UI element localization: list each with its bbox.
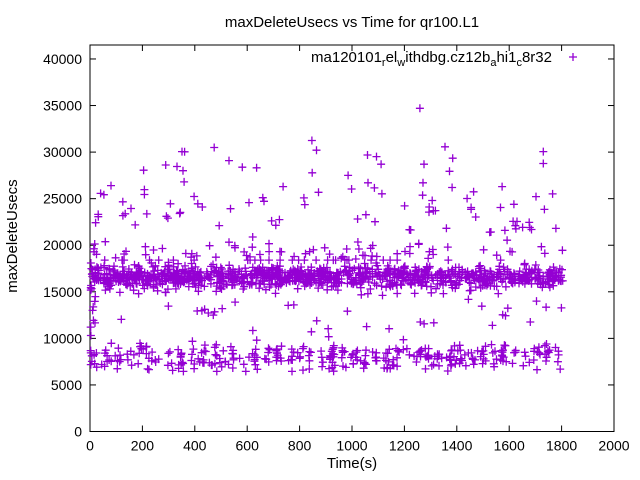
x-tick-label: 200 [131, 438, 155, 454]
tick-labels: 0 200 400 600 800 1000 1200 1400 1600 1800 2000050… [43, 51, 630, 454]
y-tick-label: 35000 [43, 98, 82, 114]
legend-subscript: w [396, 57, 405, 69]
x-tick-label: 2000 [598, 438, 629, 454]
plot-border [89, 44, 615, 432]
legend-subscript: r [382, 57, 386, 69]
x-tick-label: 0 [86, 438, 94, 454]
x-tick-label: 600 [236, 438, 260, 454]
legend-text-run: ma120101 [311, 49, 382, 66]
axis-ticks [89, 45, 615, 432]
legend-subscript: a [490, 57, 497, 69]
y-tick-label: 20000 [43, 237, 82, 253]
y-tick-label: 15000 [43, 284, 82, 300]
legend-marker [569, 53, 577, 61]
y-tick-label: 0 [74, 424, 82, 440]
legend-text-run: hi1 [496, 49, 516, 66]
data-points [86, 104, 567, 376]
x-axis-label: Time(s) [327, 455, 377, 472]
x-tick-label: 1800 [546, 438, 577, 454]
x-tick-label: 400 [183, 438, 207, 454]
y-axis-label: maxDeleteUsecs [4, 179, 21, 292]
legend-subscript: c [516, 57, 522, 69]
x-tick-label: 1600 [494, 438, 525, 454]
x-tick-label: 1400 [441, 438, 472, 454]
x-tick-label: 1200 [389, 438, 420, 454]
y-tick-label: 30000 [43, 144, 82, 160]
y-tick-label: 25000 [43, 191, 82, 207]
legend-label: ma120101relwithdbg.cz12bahi1c8r32 [311, 49, 552, 69]
legend-text-run: el [386, 49, 398, 66]
y-tick-label: 40000 [43, 51, 82, 67]
x-tick-label: 800 [288, 438, 312, 454]
legend-text-run: 8r32 [522, 49, 552, 66]
y-tick-label: 5000 [51, 377, 82, 393]
legend-text-run: ithdbg.cz12b [405, 49, 490, 66]
x-tick-label: 1000 [336, 438, 367, 454]
chart-title: maxDeleteUsecs vs Time for qr100.L1 [225, 14, 479, 31]
y-tick-label: 10000 [43, 330, 82, 346]
